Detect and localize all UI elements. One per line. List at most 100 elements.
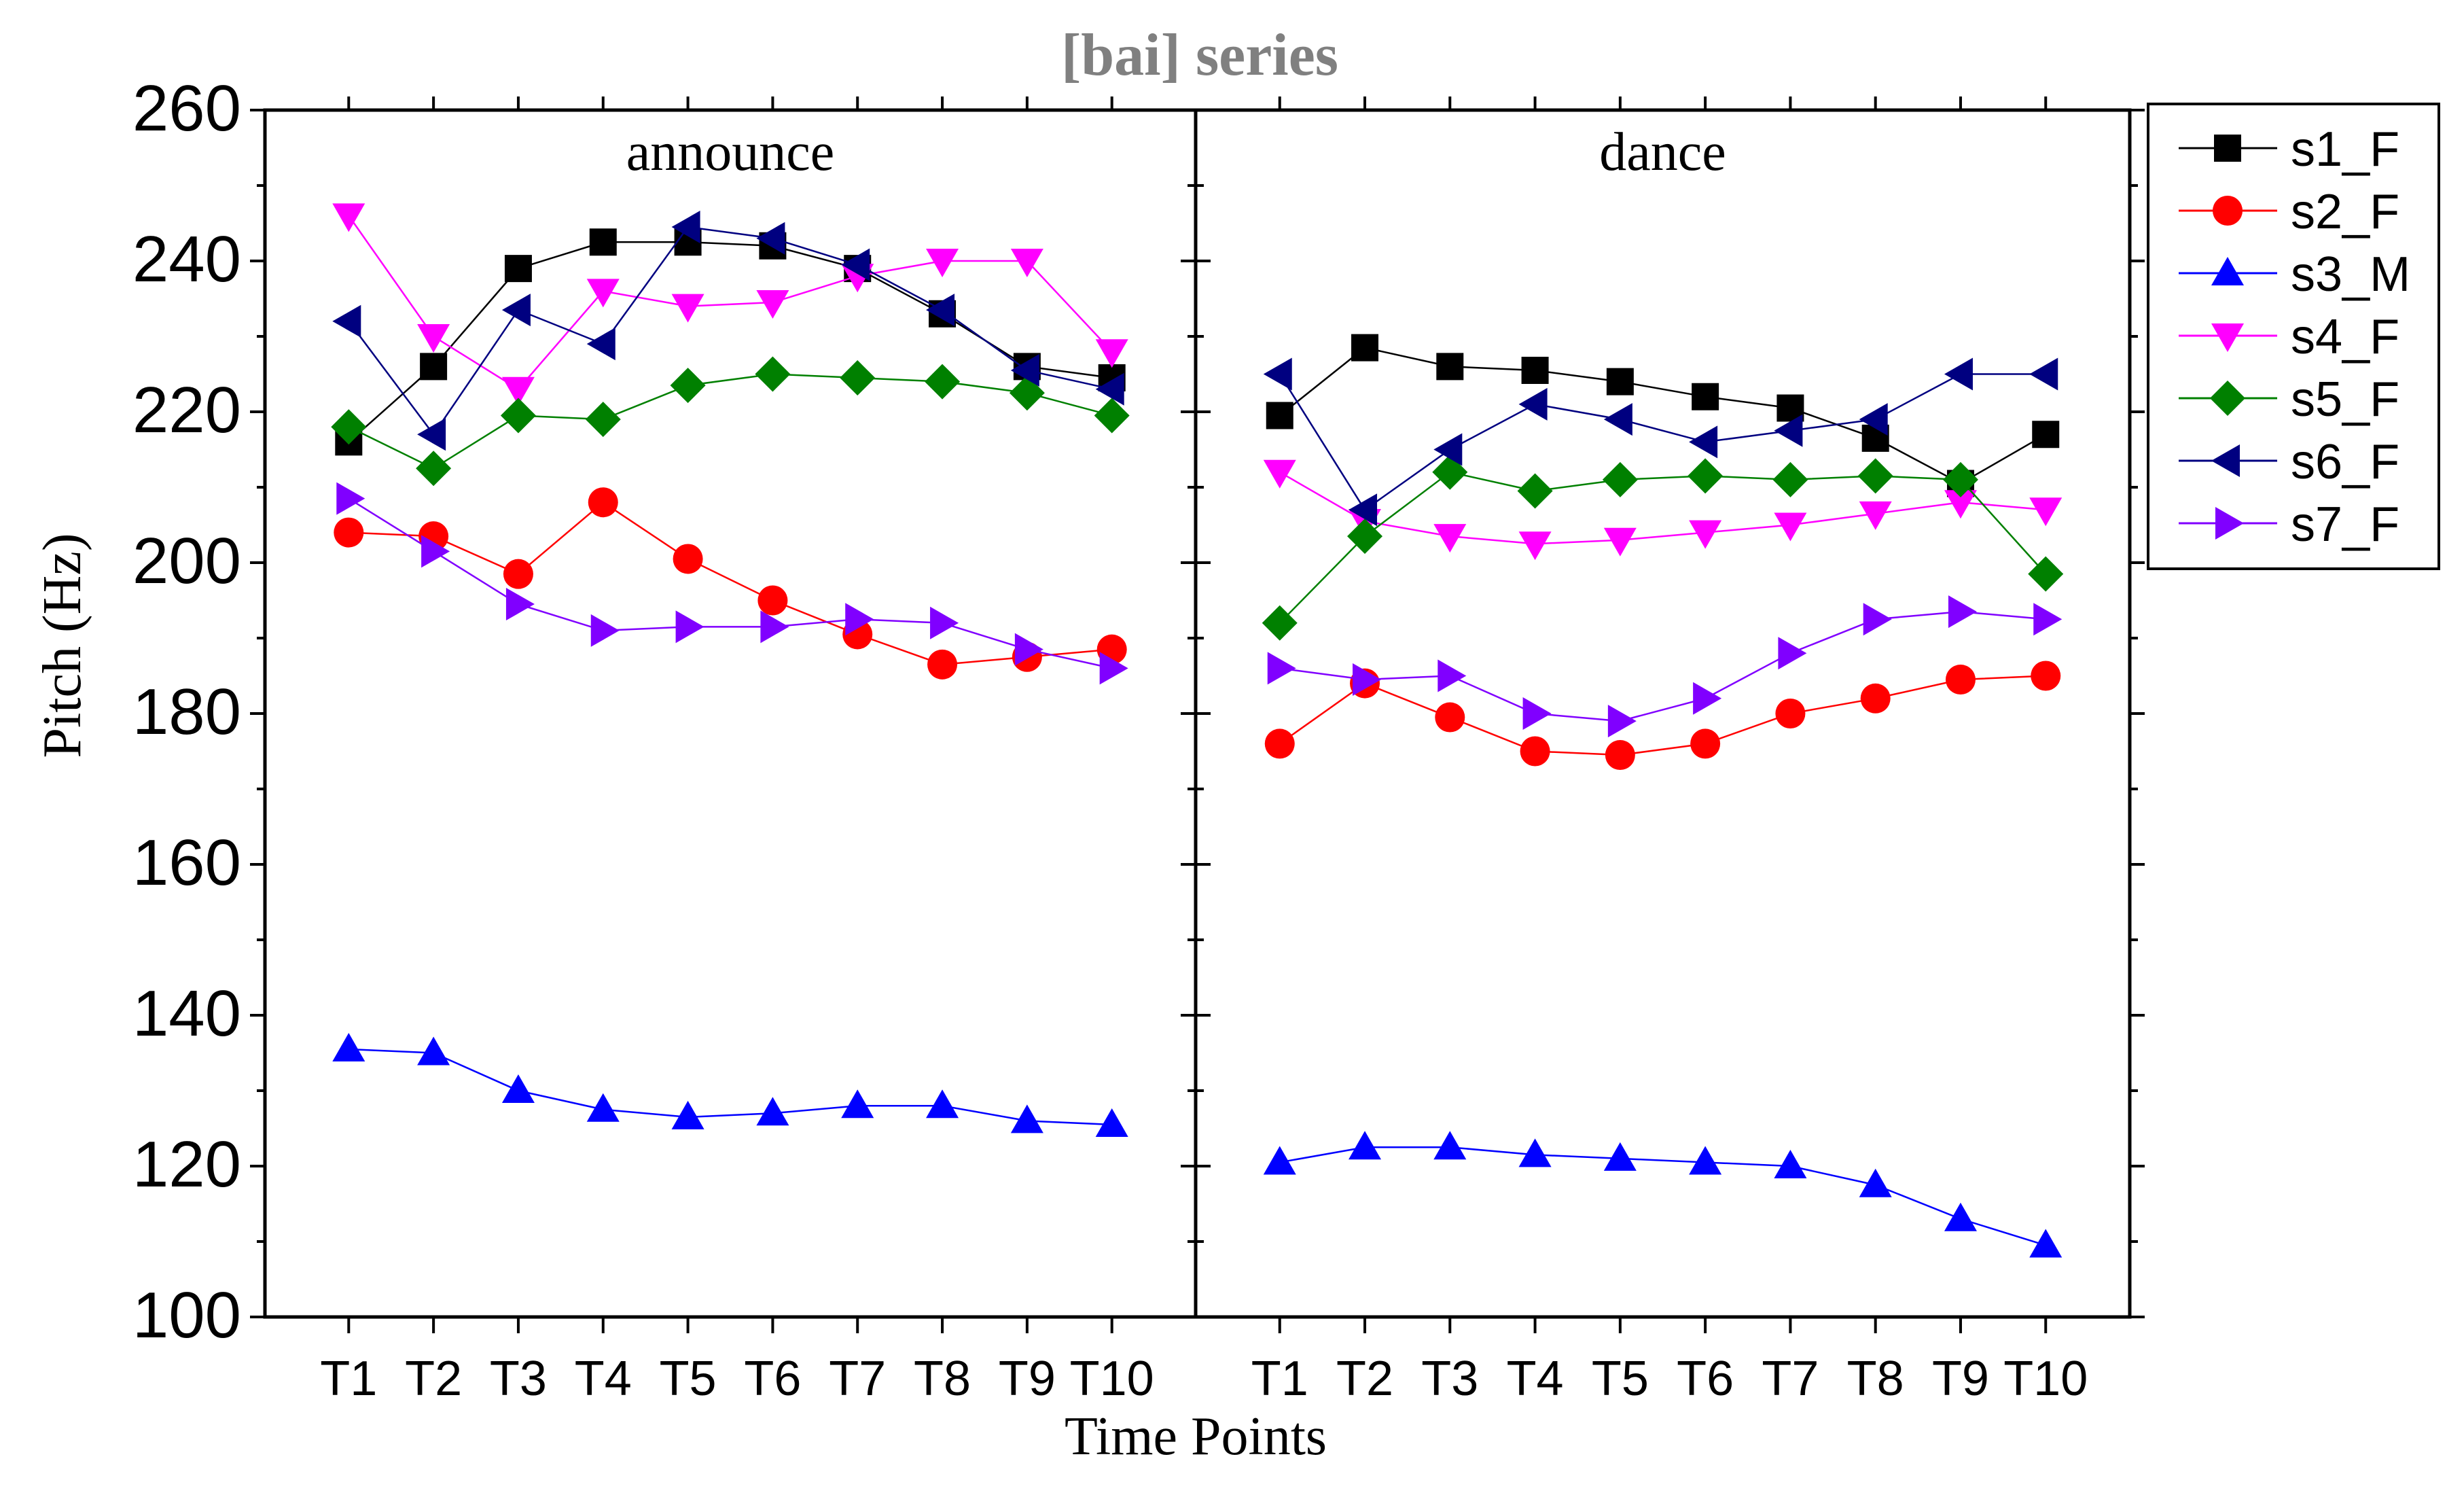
data-point-s1-f [420,353,448,381]
x-axis-label: Time Points [1065,1407,1327,1466]
data-point-s4-f [1689,520,1722,549]
data-point-s5-f [1347,518,1383,555]
data-point-s1-f [589,228,617,256]
legend: s1_F s2_F s3_M s4_F s5_F s6_F s7_F [2147,103,2440,570]
series-line-s1-f [348,241,1112,443]
data-point-s2-f [2031,661,2061,691]
x-tick-label: T6 [1677,1352,1734,1406]
data-point-s6-f [332,304,361,338]
legend-marker [2211,257,2244,285]
data-point-s4-f [1774,512,1807,542]
legend-marker [2211,323,2244,352]
data-point-s3-m [2029,1229,2063,1258]
series-line-s4-f [348,215,1113,391]
data-point-s6-f [1518,387,1548,421]
data-point-s4-f [2029,497,2063,527]
legend-label: s5_F [2291,372,2399,427]
data-point-s5-f [1857,458,1893,494]
data-point-s3-m [586,1093,620,1122]
data-point-s3-m [1263,1146,1296,1175]
x-tick-label: T10 [1070,1352,1154,1406]
y-tick-label: 180 [132,675,241,748]
data-point-s5-f [331,409,367,445]
data-point-s6-f [586,328,615,361]
data-point-s6-f [1349,493,1378,527]
data-point-s5-f [1262,605,1298,641]
data-point-s7-f [1267,652,1296,685]
data-point-s3-m [501,1074,535,1103]
data-point-s6-f [1859,403,1888,436]
data-point-s5-f [500,398,536,434]
x-tick-label: T2 [1336,1352,1393,1406]
data-point-s7-f [1099,652,1128,685]
legend-label: s6_F [2291,435,2399,489]
data-point-s1-f [1521,356,1549,384]
data-point-s7-f [1014,633,1043,666]
data-point-s7-f [505,588,535,621]
legend-label: s1_F [2291,122,2399,177]
data-point-s4-f [332,203,365,232]
y-tick-label: 220 [132,374,241,446]
data-point-s4-f [1518,531,1552,561]
data-point-s6-f [1263,357,1292,391]
data-point-s4-f [926,249,959,277]
x-tick-label: T6 [744,1352,801,1406]
x-tick-label: T10 [2003,1352,2088,1406]
data-point-s6-f [1095,372,1124,406]
data-point-s5-f [1772,461,1808,497]
data-point-s3-m [1859,1168,1892,1197]
series-line-s7-f [1279,610,2046,722]
data-point-s3-m [841,1089,874,1119]
data-point-s2-f [503,559,533,589]
data-point-s2-f [673,544,703,574]
data-point-s6-f [671,211,700,244]
x-tick-label: T8 [1847,1352,1904,1406]
data-point-s4-f [1603,527,1637,557]
data-point-s6-f [1774,414,1803,447]
x-tick-label: T3 [490,1352,547,1406]
data-point-s6-f [417,418,446,451]
data-point-s3-m [1689,1146,1722,1175]
data-point-s6-f [1689,425,1718,459]
data-point-s4-f [417,324,450,353]
data-point-s4-f [1095,339,1128,368]
data-point-s6-f [501,294,531,327]
panel-label: announce [626,122,835,182]
legend-label: s2_F [2291,185,2399,239]
data-point-s3-m [417,1036,450,1066]
x-tick-label: T1 [320,1352,377,1406]
data-point-s2-f [334,517,364,548]
x-tick-label: T4 [575,1352,632,1406]
legend-label: s3_M [2291,247,2410,302]
data-point-s3-m [1774,1150,1807,1178]
x-tick-label: T7 [1762,1352,1819,1406]
data-point-s7-f [590,614,620,647]
y-tick-label: 100 [132,1279,241,1352]
x-tick-label: T5 [660,1352,717,1406]
data-point-s3-m [1095,1108,1128,1137]
data-point-s4-f [1859,501,1892,530]
y-tick-label: 140 [132,977,241,1050]
data-point-s5-f [840,360,876,396]
x-tick-label: T3 [1421,1352,1478,1406]
data-point-s3-m [1603,1142,1637,1171]
data-point-s4-f [756,290,789,319]
data-point-s1-f [1776,394,1804,422]
data-point-s7-f [930,606,959,639]
data-point-s5-f [1602,461,1638,497]
data-point-s2-f [1945,665,1976,695]
data-point-s2-f [1605,740,1635,771]
panel-label: dance [1599,122,1726,182]
data-point-s3-m [671,1100,704,1129]
data-point-s6-f [2029,357,2058,391]
data-point-s2-f [1690,728,1721,759]
data-point-s7-f [1353,663,1382,697]
data-point-s4-f [1010,249,1043,277]
x-tick-label: T5 [1592,1352,1649,1406]
data-point-s7-f [760,610,789,644]
data-point-s3-m [1349,1131,1382,1160]
data-point-s7-f [1948,595,1977,629]
y-tick-label: 200 [132,525,241,597]
data-point-s5-f [755,356,791,392]
data-point-s3-m [756,1097,789,1126]
